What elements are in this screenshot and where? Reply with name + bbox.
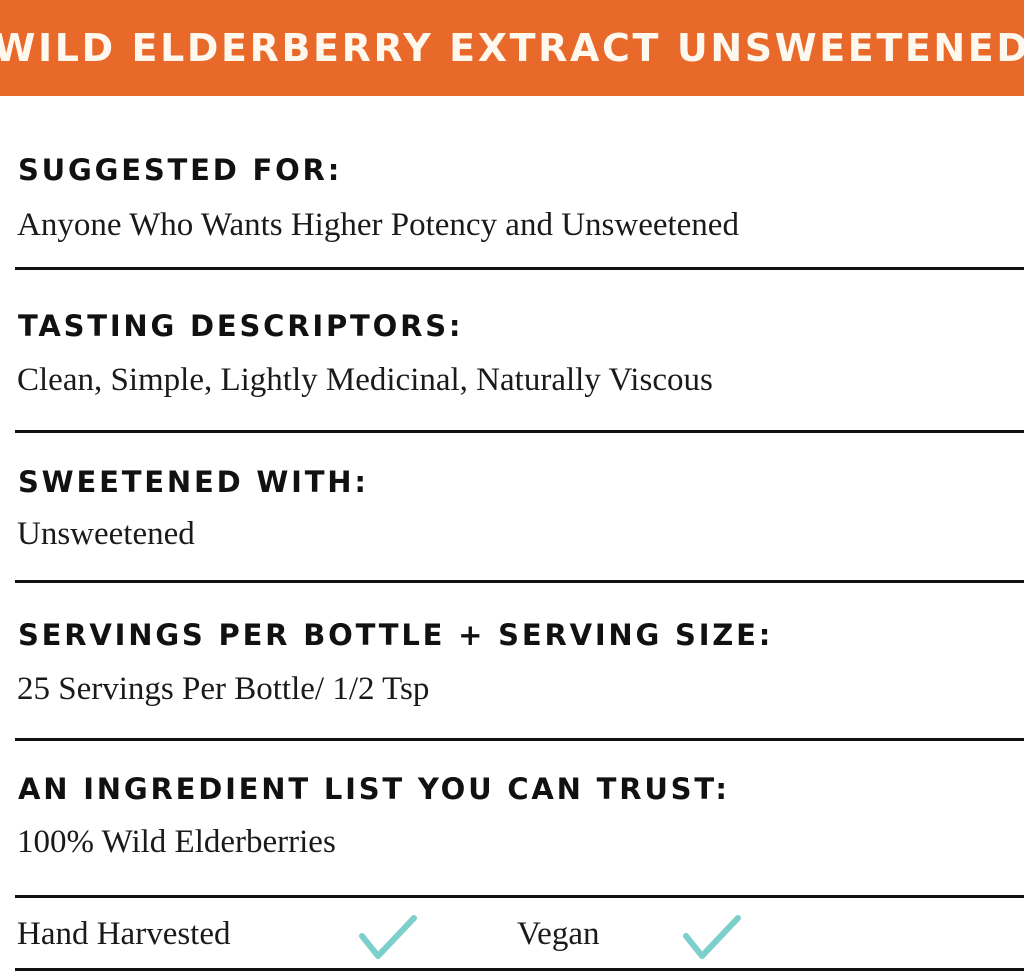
section-heading-sweetened-with: SWEETENED WITH: [18, 465, 369, 499]
attribute-label-hand-harvested: Hand Harvested [17, 916, 231, 952]
title-banner: WILD ELDERBERRY EXTRACT UNSWEETENED [0, 0, 1024, 96]
section-heading-tasting-descriptors: TASTING DESCRIPTORS: [18, 309, 464, 343]
section-heading-suggested-for: SUGGESTED FOR: [18, 153, 343, 187]
section-value-sweetened-with: Unsweetened [17, 516, 195, 552]
product-title: WILD ELDERBERRY EXTRACT UNSWEETENED [0, 26, 1024, 70]
section-heading-ingredients: AN INGREDIENT LIST YOU CAN TRUST: [18, 772, 730, 806]
divider [15, 430, 1024, 433]
section-heading-servings: SERVINGS PER BOTTLE + SERVING SIZE: [18, 618, 774, 652]
divider [15, 968, 1024, 971]
divider [15, 895, 1024, 898]
attribute-label-vegan: Vegan [517, 916, 600, 952]
section-value-tasting-descriptors: Clean, Simple, Lightly Medicinal, Natura… [17, 362, 713, 398]
checkmark-icon [359, 915, 417, 959]
section-value-servings: 25 Servings Per Bottle/ 1/2 Tsp [17, 671, 430, 707]
section-value-suggested-for: Anyone Who Wants Higher Potency and Unsw… [17, 207, 739, 243]
divider [15, 267, 1024, 270]
section-value-ingredients: 100% Wild Elderberries [17, 824, 336, 860]
checkmark-icon [683, 915, 741, 959]
divider [15, 580, 1024, 583]
divider [15, 738, 1024, 741]
